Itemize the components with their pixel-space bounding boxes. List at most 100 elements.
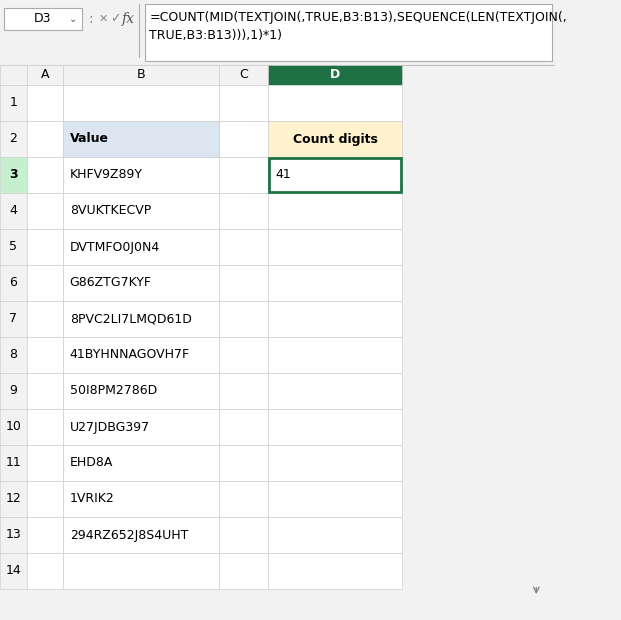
Bar <box>268 481 402 517</box>
Bar <box>0 85 27 121</box>
Bar <box>63 517 219 553</box>
Text: 1: 1 <box>9 97 17 110</box>
Bar <box>145 4 551 61</box>
Bar <box>0 481 27 517</box>
Bar <box>27 409 63 445</box>
Bar <box>269 158 401 192</box>
Bar <box>63 553 219 589</box>
Bar <box>268 229 402 265</box>
Bar <box>0 157 27 193</box>
Bar <box>268 517 402 553</box>
Bar <box>0 337 27 373</box>
Bar <box>63 85 219 121</box>
Text: 41BYHNNAGOVH7F: 41BYHNNAGOVH7F <box>70 348 190 361</box>
Bar <box>27 445 63 481</box>
Text: Count digits: Count digits <box>292 133 378 146</box>
Text: G86ZTG7KYF: G86ZTG7KYF <box>70 277 152 290</box>
Text: 13: 13 <box>6 528 21 541</box>
Bar <box>63 445 219 481</box>
Bar <box>219 373 268 409</box>
Bar <box>63 121 219 157</box>
Text: 7: 7 <box>9 312 17 326</box>
Bar <box>268 121 402 157</box>
Bar <box>63 229 219 265</box>
Bar <box>0 553 27 589</box>
Bar <box>0 445 27 481</box>
Bar <box>0 373 27 409</box>
Bar <box>219 301 268 337</box>
Text: 9: 9 <box>9 384 17 397</box>
Text: 8: 8 <box>9 348 17 361</box>
Bar <box>219 265 268 301</box>
Bar <box>0 0 555 65</box>
Bar <box>63 65 219 85</box>
Bar <box>27 301 63 337</box>
Bar <box>219 553 268 589</box>
Bar <box>27 373 63 409</box>
Text: 50I8PM2786D: 50I8PM2786D <box>70 384 157 397</box>
Bar <box>219 193 268 229</box>
Bar <box>268 157 402 193</box>
Bar <box>63 301 219 337</box>
Text: ⌄: ⌄ <box>69 14 78 24</box>
Bar <box>219 481 268 517</box>
Bar <box>219 157 268 193</box>
Bar <box>268 85 402 121</box>
Text: EHD8A: EHD8A <box>70 456 113 469</box>
Bar <box>27 85 63 121</box>
Bar <box>27 193 63 229</box>
Bar <box>63 193 219 229</box>
Text: DVTMFO0J0N4: DVTMFO0J0N4 <box>70 241 160 254</box>
Bar <box>268 553 402 589</box>
Bar <box>268 193 402 229</box>
Text: C: C <box>239 68 248 81</box>
Bar <box>268 65 402 85</box>
Bar <box>27 265 63 301</box>
Text: 8PVC2LI7LMQD61D: 8PVC2LI7LMQD61D <box>70 312 192 326</box>
Bar <box>219 85 268 121</box>
Text: fx: fx <box>122 12 135 26</box>
Text: 10: 10 <box>6 420 21 433</box>
Text: 1VRIK2: 1VRIK2 <box>70 492 114 505</box>
Text: :: : <box>89 12 94 26</box>
Bar <box>268 265 402 301</box>
Text: 2: 2 <box>9 133 17 146</box>
Text: D: D <box>330 68 340 81</box>
Bar <box>63 121 219 157</box>
Text: 8VUKTKECVP: 8VUKTKECVP <box>70 205 151 218</box>
Text: Value: Value <box>70 133 109 146</box>
Bar <box>0 65 27 85</box>
Text: =COUNT(MID(TEXTJOIN(,TRUE,B3:B13),SEQUENCE(LEN(TEXTJOIN(,: =COUNT(MID(TEXTJOIN(,TRUE,B3:B13),SEQUEN… <box>149 12 567 25</box>
Bar <box>268 337 402 373</box>
Text: 12: 12 <box>6 492 21 505</box>
Bar <box>0 121 27 157</box>
Bar <box>0 409 27 445</box>
Bar <box>63 337 219 373</box>
Text: 3: 3 <box>9 169 18 182</box>
Text: ✓: ✓ <box>110 12 120 25</box>
Bar <box>27 229 63 265</box>
Text: A: A <box>40 68 49 81</box>
Bar <box>63 409 219 445</box>
Bar <box>0 301 27 337</box>
Bar <box>0 517 27 553</box>
Bar <box>27 517 63 553</box>
Bar <box>268 445 402 481</box>
Bar <box>219 337 268 373</box>
Bar <box>63 481 219 517</box>
Bar <box>0 229 27 265</box>
Text: B: B <box>137 68 145 81</box>
Text: 11: 11 <box>6 456 21 469</box>
Bar <box>268 409 402 445</box>
Bar <box>63 265 219 301</box>
Text: 41: 41 <box>275 169 291 182</box>
Text: ✕: ✕ <box>98 14 107 24</box>
Bar <box>268 373 402 409</box>
Bar <box>27 157 63 193</box>
Bar <box>219 445 268 481</box>
Text: U27JDBG397: U27JDBG397 <box>70 420 150 433</box>
Text: TRUE,B3:B13))),1)*1): TRUE,B3:B13))),1)*1) <box>149 30 283 43</box>
Bar <box>219 409 268 445</box>
Bar <box>27 553 63 589</box>
Bar <box>268 121 402 157</box>
